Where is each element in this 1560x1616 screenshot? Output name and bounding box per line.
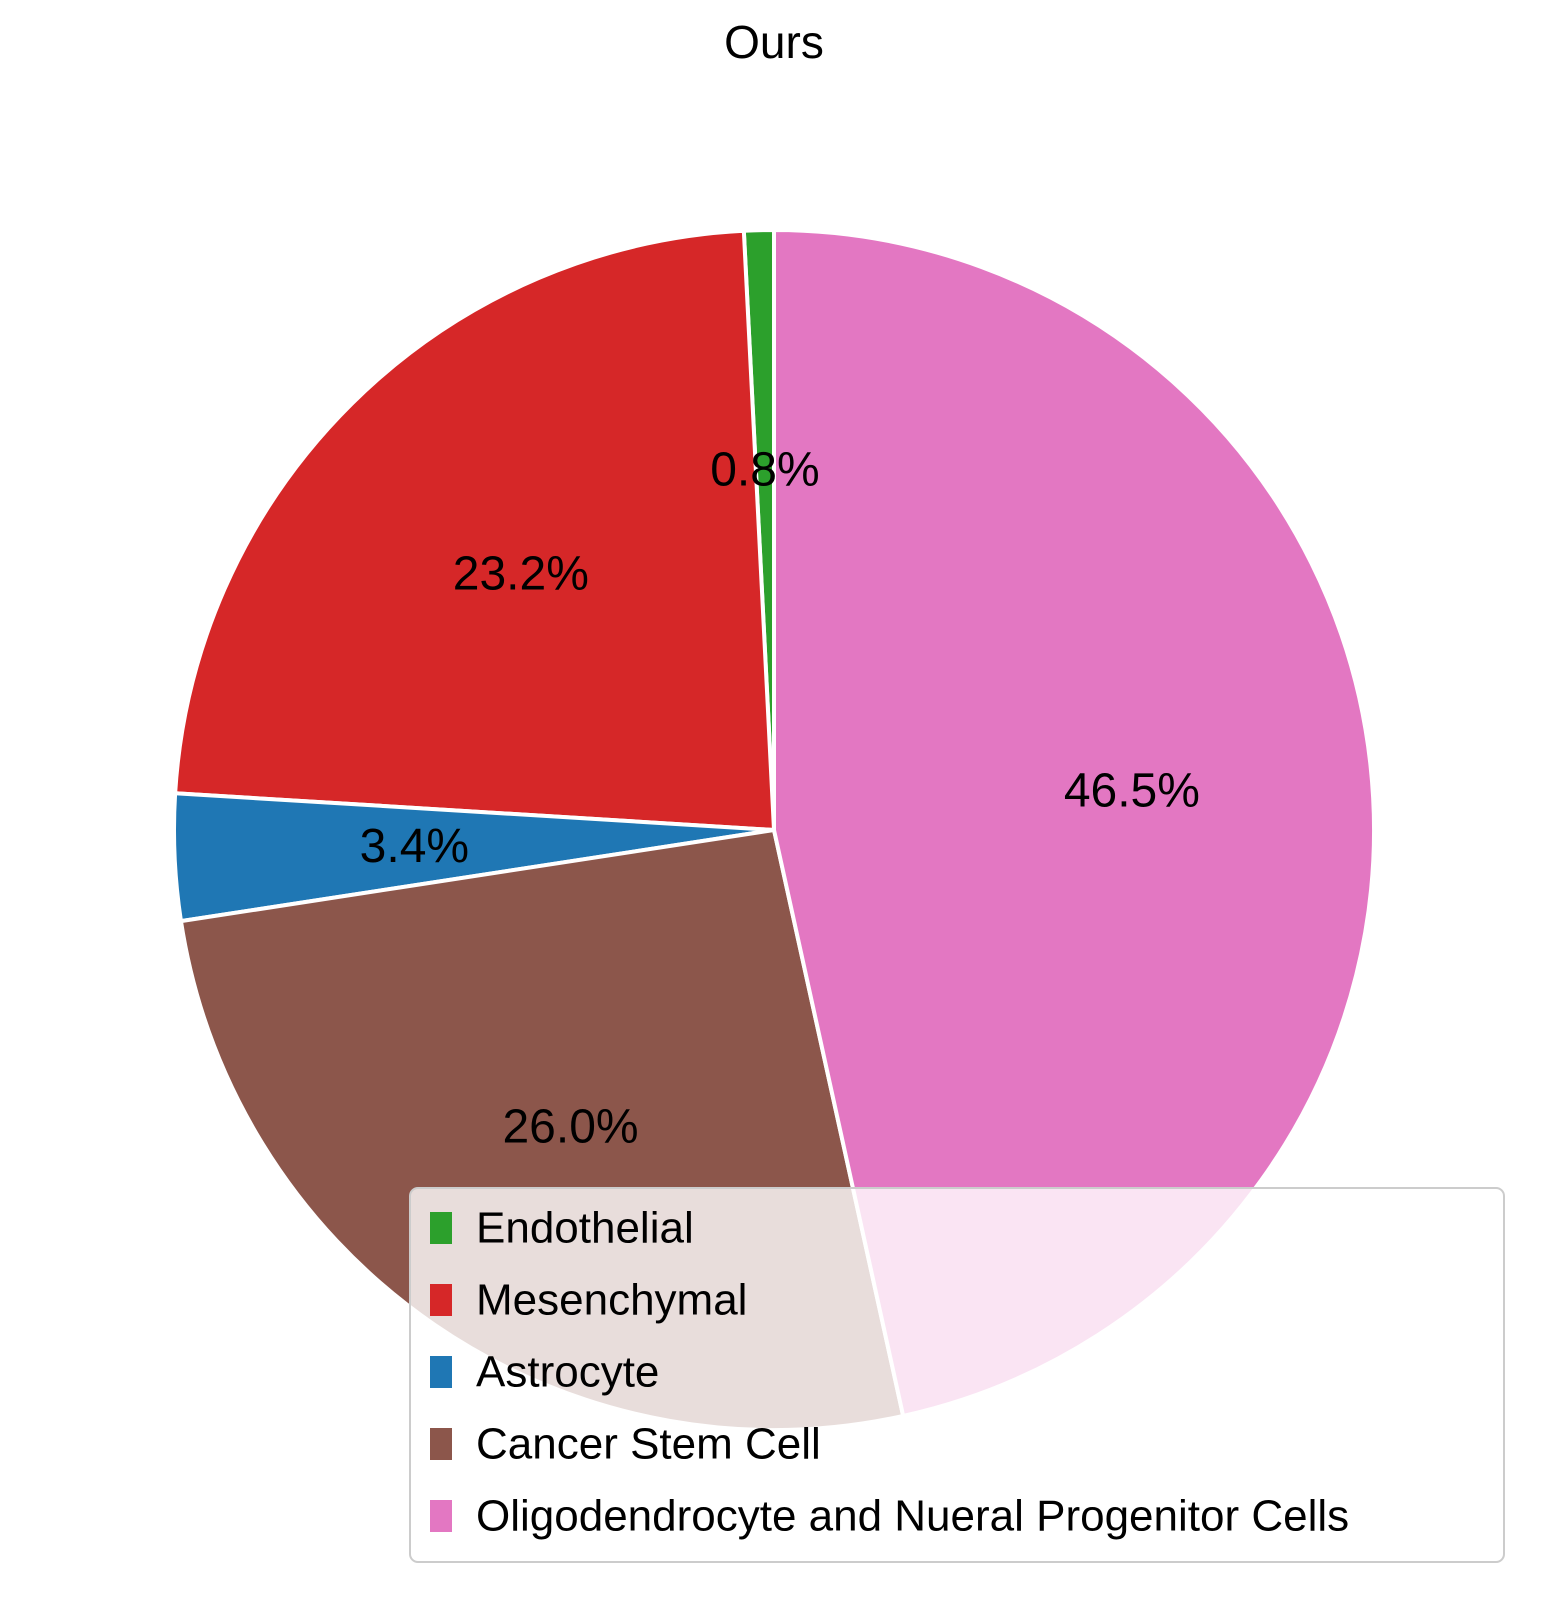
legend-label-oligodendrocyte-and-nueral-progenitor-cells: Oligodendrocyte and Nueral Progenitor Ce… [476, 1492, 1349, 1541]
pie-pct-label-astrocyte: 3.4% [360, 820, 469, 873]
legend-swatch-astrocyte [430, 1356, 452, 1388]
pie-percent-labels: 0.8% 23.2% 3.4% 26.0% 46.5% [360, 444, 1200, 1154]
legend-swatch-endothelial [430, 1212, 452, 1244]
legend: Endothelial Mesenchymal Astrocyte Cancer St… [409, 1187, 1505, 1563]
legend-label-endothelial: Endothelial [476, 1204, 694, 1253]
chart-title: Ours [724, 16, 824, 68]
pie-pct-label-oligodendrocyte-and-nueral-progenitor-cells: 46.5% [1064, 765, 1200, 818]
legend-label-mesenchymal: Mesenchymal [476, 1276, 747, 1325]
legend-swatch-oligodendrocyte-and-nueral-progenitor-cells [430, 1500, 452, 1532]
pie-slice-mesenchymal [173, 228, 776, 832]
legend-label-cancer-stem-cell: Cancer Stem Cell [476, 1420, 821, 1469]
pie-pct-label-cancer-stem-cell: 26.0% [502, 1100, 638, 1153]
legend-label-astrocyte: Astrocyte [476, 1348, 659, 1397]
legend-frame [409, 1187, 1505, 1563]
legend-swatch-mesenchymal [430, 1284, 452, 1316]
pie-pct-label-endothelial: 0.8% [710, 444, 819, 497]
legend-swatch-cancer-stem-cell [430, 1428, 452, 1460]
pie-pct-label-mesenchymal: 23.2% [453, 548, 589, 601]
